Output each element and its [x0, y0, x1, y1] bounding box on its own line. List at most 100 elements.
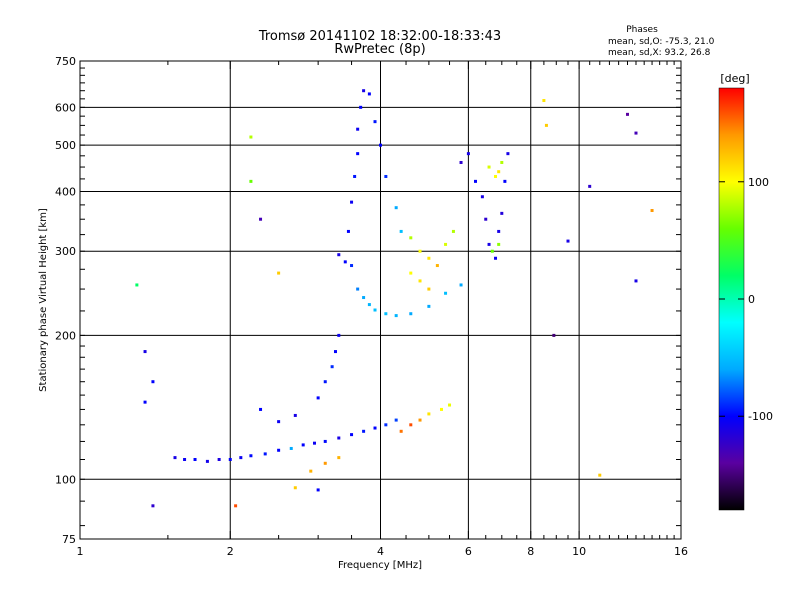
data-point	[330, 365, 334, 369]
data-point	[217, 457, 221, 461]
data-point	[494, 256, 498, 260]
data-point	[373, 120, 377, 124]
data-point	[193, 457, 197, 461]
data-point	[435, 264, 439, 268]
data-point	[427, 287, 431, 291]
data-point	[497, 242, 501, 246]
data-point	[506, 152, 510, 156]
data-point	[487, 165, 491, 169]
data-point	[367, 92, 371, 96]
data-point	[625, 112, 629, 116]
data-point	[151, 380, 155, 384]
data-point	[409, 271, 413, 275]
data-point	[316, 488, 320, 492]
y-tick-label: 600	[55, 101, 76, 114]
data-point	[135, 283, 139, 287]
data-point	[409, 312, 413, 316]
data-point	[490, 249, 494, 253]
data-point	[497, 170, 501, 174]
data-point	[634, 279, 638, 283]
x-tick-label: 10	[572, 545, 586, 558]
data-point	[249, 179, 253, 183]
data-point	[263, 452, 267, 456]
y-tick-label: 500	[55, 139, 76, 152]
data-point	[301, 443, 305, 447]
data-point	[323, 380, 327, 384]
data-point	[350, 200, 354, 204]
data-point	[544, 123, 548, 127]
data-point	[353, 174, 357, 178]
data-point	[356, 127, 360, 131]
data-point	[650, 209, 654, 213]
data-point	[337, 333, 341, 337]
data-point	[343, 260, 347, 264]
data-point	[448, 403, 452, 407]
data-point	[473, 179, 477, 183]
data-point	[427, 304, 431, 308]
data-point	[598, 473, 602, 477]
y-tick-label: 200	[55, 329, 76, 342]
data-point	[350, 264, 354, 268]
y-tick-label: 400	[55, 185, 76, 198]
data-point	[459, 283, 463, 287]
data-point	[394, 314, 398, 318]
data-point	[634, 131, 638, 135]
data-point	[249, 454, 253, 458]
data-point	[183, 457, 187, 461]
x-tick-label: 8	[527, 545, 534, 558]
data-point	[356, 152, 360, 156]
data-point	[362, 429, 366, 433]
data-point	[588, 184, 592, 188]
chart-subtitle: RwPretec (8p)	[334, 42, 425, 57]
data-point	[309, 469, 313, 473]
x-tick-label: 6	[465, 545, 472, 558]
colorbar-tick-label: 0	[748, 293, 755, 306]
data-point	[384, 423, 388, 427]
data-point	[228, 457, 232, 461]
data-point	[418, 279, 422, 283]
data-point	[249, 135, 253, 139]
data-point	[277, 420, 281, 424]
data-point	[409, 236, 413, 240]
colorbar-label: [deg]	[720, 72, 749, 85]
legend-line-o: mean, sd,O: -75.3, 21.0	[608, 37, 715, 47]
x-tick-label: 16	[674, 545, 688, 558]
legend-title: Phases	[626, 25, 658, 35]
data-point	[316, 396, 320, 400]
data-point	[277, 271, 281, 275]
data-point	[259, 407, 263, 411]
data-point	[444, 291, 448, 295]
data-point	[350, 433, 354, 437]
data-point	[293, 486, 297, 490]
data-point	[494, 174, 498, 178]
data-point	[359, 105, 363, 109]
y-axis-label: Stationary phase Virtual Height [km]	[38, 208, 49, 392]
legend-line-x: mean, sd,X: 93.2, 26.8	[608, 48, 711, 58]
data-point	[418, 418, 422, 422]
data-point	[362, 296, 366, 300]
data-point	[289, 446, 293, 450]
points-layer	[135, 89, 654, 508]
data-point	[459, 160, 463, 164]
data-point	[293, 413, 297, 417]
data-point	[337, 456, 341, 460]
data-point	[151, 504, 155, 508]
data-point	[373, 308, 377, 312]
data-point	[337, 253, 341, 257]
y-tick-label: 100	[55, 473, 76, 486]
ticks-layer: 1 2 4 6 8 10 16 75 100 200 300 400 500 600 750	[55, 55, 688, 558]
data-point	[503, 179, 507, 183]
data-point	[143, 400, 147, 404]
data-point	[277, 448, 281, 452]
data-point	[173, 456, 177, 460]
data-point	[440, 407, 444, 411]
data-point	[418, 249, 422, 253]
y-tick-label: 75	[62, 533, 76, 546]
data-point	[323, 439, 327, 443]
data-point	[373, 426, 377, 430]
data-point	[205, 459, 209, 463]
x-axis-label: Frequency [MHz]	[338, 560, 422, 571]
data-point	[500, 160, 504, 164]
data-point	[394, 206, 398, 210]
x-tick-label: 4	[377, 545, 384, 558]
